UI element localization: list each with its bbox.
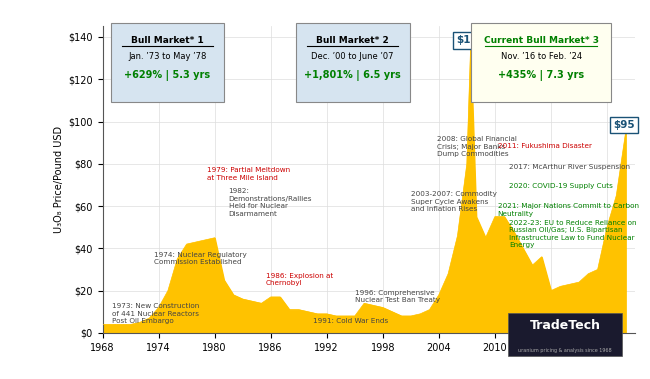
Text: 1982:
Demonstrations/Rallies
Held for Nuclear
Disarmament: 1982: Demonstrations/Rallies Held for Nu… xyxy=(229,188,312,217)
Text: +629% | 5.3 yrs: +629% | 5.3 yrs xyxy=(124,70,211,81)
Text: +1,801% | 6.5 yrs: +1,801% | 6.5 yrs xyxy=(304,70,401,81)
Y-axis label: U₃O₈ Price/Pound USD: U₃O₈ Price/Pound USD xyxy=(54,126,64,233)
Text: 2021: Major Nations Commit to Carbon
Neutrality: 2021: Major Nations Commit to Carbon Neu… xyxy=(498,203,639,217)
Text: Bull Market* 1: Bull Market* 1 xyxy=(131,36,203,45)
Text: 1974: Nuclear Regulatory
Commission Established: 1974: Nuclear Regulatory Commission Esta… xyxy=(154,252,246,265)
Text: 1991: Cold War Ends: 1991: Cold War Ends xyxy=(313,318,388,324)
Text: 2020: COVID-19 Supply Cuts: 2020: COVID-19 Supply Cuts xyxy=(509,183,613,189)
Text: +435% | 7.3 yrs: +435% | 7.3 yrs xyxy=(498,70,584,81)
Text: 1973: New Construction
of 441 Nuclear Reactors
Post Oil Embargo: 1973: New Construction of 441 Nuclear Re… xyxy=(112,304,199,324)
Text: Dec. ’00 to June ’07: Dec. ’00 to June ’07 xyxy=(311,52,394,61)
Text: 2017: McArthur River Suspension: 2017: McArthur River Suspension xyxy=(509,164,630,170)
Text: TradeTech: TradeTech xyxy=(530,319,601,332)
Text: $135: $135 xyxy=(456,35,485,45)
Text: 1979: Partial Meltdown
at Three Mile Island: 1979: Partial Meltdown at Three Mile Isl… xyxy=(207,167,291,181)
Text: 2022-23: EU to Reduce Reliance on
Russian Oil/Gas; U.S. Bipartisan
Infrastructur: 2022-23: EU to Reduce Reliance on Russia… xyxy=(509,220,636,248)
Text: $95: $95 xyxy=(613,120,634,130)
Text: 2011: Fukushima Disaster: 2011: Fukushima Disaster xyxy=(498,143,592,149)
Text: Nations Stockpile Uranium in Cold War, Increasing Supply and Depressing Prices: Nations Stockpile Uranium in Cold War, I… xyxy=(114,324,382,330)
Text: Jan. ’73 to May ’78: Jan. ’73 to May ’78 xyxy=(128,52,207,61)
Text: 1986: Explosion at
Chernobyl: 1986: Explosion at Chernobyl xyxy=(266,273,333,287)
Text: Bull Market* 2: Bull Market* 2 xyxy=(317,36,389,45)
Text: Current Bull Market* 3: Current Bull Market* 3 xyxy=(484,36,599,45)
Text: 1996: Comprehensive
Nuclear Test Ban Treaty: 1996: Comprehensive Nuclear Test Ban Tre… xyxy=(355,290,440,303)
Text: 2008: Global Financial
Crisis; Major Banks
Dump Commodities: 2008: Global Financial Crisis; Major Ban… xyxy=(437,136,517,157)
Text: Nov. ’16 to Feb. ’24: Nov. ’16 to Feb. ’24 xyxy=(500,52,582,61)
Text: uranium pricing & analysis since 1968: uranium pricing & analysis since 1968 xyxy=(518,348,612,353)
Text: 2003-2007: Commodity
Super Cycle Awakens
and Inflation Rises: 2003-2007: Commodity Super Cycle Awakens… xyxy=(411,191,497,212)
